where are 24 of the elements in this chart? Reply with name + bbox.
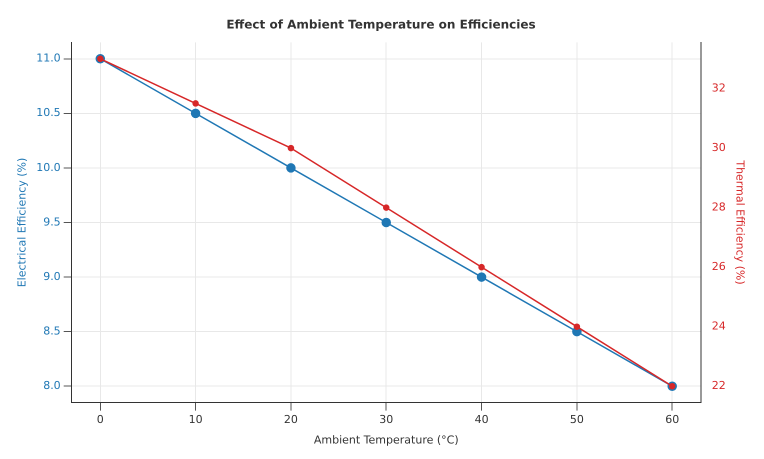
y2-tick-label: 24 [712, 320, 726, 333]
x-tick-label: 20 [284, 413, 298, 426]
x-tick-label: 60 [665, 413, 680, 426]
x-tick-label: 10 [188, 413, 203, 426]
y2-axis-title: Thermal Efficiency (%) [734, 159, 747, 285]
y-tick-label: 9.5 [43, 215, 61, 228]
chart-title: Effect of Ambient Temperature on Efficiencies [226, 17, 536, 32]
y-tick-label: 10.0 [36, 160, 61, 174]
x-tick-label: 30 [379, 413, 394, 426]
y-tick-label: 8.5 [43, 324, 61, 338]
x-axis-title: Ambient Temperature (°C) [314, 433, 459, 446]
y-tick-label: 10.5 [36, 106, 61, 120]
y-axis-title: Electrical Efficiency (%) [15, 158, 28, 288]
y-tick-label: 11.0 [36, 52, 61, 65]
y2-tick-label: 32 [712, 81, 726, 94]
y2-tick-label: 22 [712, 379, 726, 392]
x-tick-label: 0 [96, 413, 104, 426]
y2-tick-label: 26 [712, 260, 726, 274]
y-tick-label: 8.0 [43, 379, 61, 392]
x-tick-label: 40 [474, 413, 489, 426]
y2-tick-label: 28 [712, 200, 726, 214]
y2-tick-label: 30 [712, 140, 726, 154]
x-tick-label: 50 [570, 413, 584, 426]
y-tick-label: 9.0 [43, 270, 61, 283]
